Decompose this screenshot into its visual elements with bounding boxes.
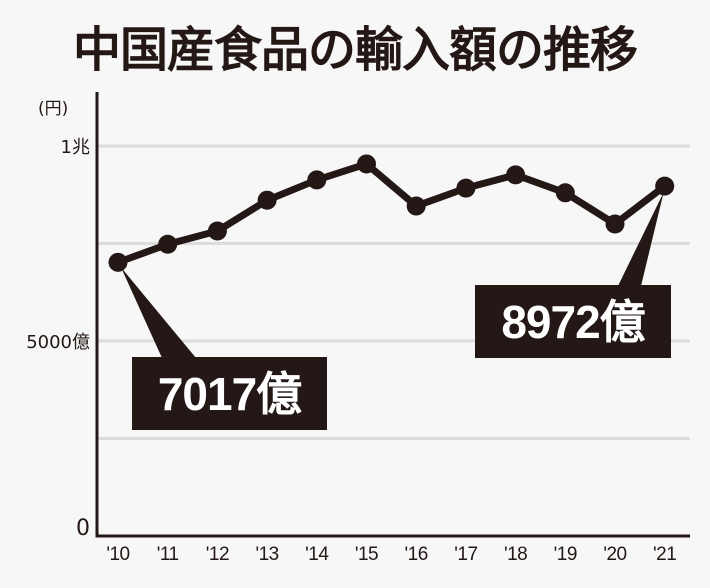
data-point xyxy=(207,221,227,241)
x-tick-label: '21 xyxy=(653,544,677,565)
data-point xyxy=(506,165,526,185)
data-point xyxy=(357,154,376,174)
data-series xyxy=(108,154,675,272)
data-point xyxy=(406,196,426,216)
data-point xyxy=(605,214,625,234)
y-tick-label: 5000億 xyxy=(26,332,90,353)
data-point xyxy=(108,252,128,272)
series-line xyxy=(116,160,667,266)
x-tick-label: '16 xyxy=(404,544,429,565)
callout-last-pointer xyxy=(618,192,664,286)
callout-pointers xyxy=(121,192,664,358)
x-tick-label: '19 xyxy=(553,544,578,565)
callout-first-value: 7017億 xyxy=(132,357,327,430)
data-point xyxy=(257,190,277,210)
data-point xyxy=(307,170,327,190)
x-tick-label: '18 xyxy=(503,544,528,565)
callout-first-pointer xyxy=(121,267,196,358)
x-tick-label: '17 xyxy=(454,544,478,565)
x-tick-label: '10 xyxy=(106,544,130,565)
data-point xyxy=(555,183,575,203)
y-axis-unit-label: (円) xyxy=(38,99,69,119)
y-tick-label: 1兆 xyxy=(60,137,90,158)
chart-title: 中国産食品の輸入額の推移 xyxy=(72,22,638,78)
x-tick-label: '20 xyxy=(603,544,627,565)
callout-last-label: 8972億 xyxy=(501,295,645,348)
x-tick-label: '14 xyxy=(305,544,329,565)
x-tick-label: '11 xyxy=(156,544,179,565)
x-tick-label: '12 xyxy=(205,544,230,565)
x-tick-label: '13 xyxy=(255,544,279,565)
y-tick-label: 0 xyxy=(76,516,90,541)
data-point xyxy=(655,176,675,196)
callout-last-value: 8972億 xyxy=(475,285,671,358)
data-point xyxy=(158,234,178,254)
callout-first-label: 7017億 xyxy=(157,367,302,420)
x-tick-label: '15 xyxy=(354,544,379,565)
data-point xyxy=(456,178,476,198)
axes xyxy=(95,92,690,538)
